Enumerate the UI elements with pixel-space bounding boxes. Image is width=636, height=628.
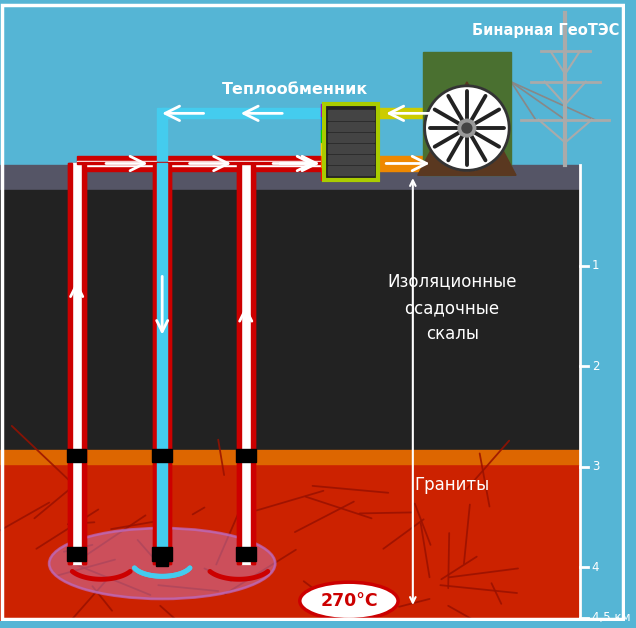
Bar [321, 129, 324, 142]
Bar [77, 163, 324, 165]
Bar [0, 464, 580, 620]
Bar [423, 52, 511, 175]
Bar [67, 547, 86, 561]
Bar [328, 144, 375, 153]
Bar [321, 168, 324, 180]
Bar [0, 165, 580, 190]
Bar [0, 450, 580, 464]
Bar [162, 109, 378, 118]
Text: 4,5 км: 4,5 км [591, 611, 630, 624]
Bar [68, 163, 72, 563]
Text: 270°C: 270°C [320, 592, 378, 610]
Bar [328, 133, 375, 142]
Bar [324, 104, 378, 180]
Bar [321, 116, 324, 129]
Bar [77, 161, 324, 166]
Bar [157, 163, 167, 563]
Bar [328, 111, 375, 119]
Bar [236, 448, 256, 462]
Ellipse shape [49, 528, 275, 599]
Bar [157, 109, 167, 171]
Ellipse shape [300, 582, 398, 620]
Bar [81, 163, 85, 563]
Bar [328, 155, 375, 164]
Bar [324, 104, 378, 180]
Text: 3: 3 [591, 460, 599, 474]
Bar [321, 142, 324, 154]
Bar [153, 547, 172, 561]
Bar [328, 122, 375, 131]
Text: 4: 4 [591, 561, 599, 574]
Bar [153, 163, 157, 563]
Bar [378, 109, 423, 118]
Text: Бинарная ГеоТЭС: Бинарная ГеоТЭС [472, 23, 619, 38]
Bar [167, 163, 171, 563]
Text: Граниты: Граниты [415, 476, 490, 494]
Circle shape [462, 123, 472, 133]
Bar [321, 104, 324, 116]
Bar [67, 448, 86, 462]
Bar [153, 163, 171, 563]
Polygon shape [418, 82, 516, 175]
Bar [77, 156, 324, 171]
Bar [156, 555, 168, 566]
Bar [237, 163, 241, 563]
Bar [378, 156, 423, 171]
Bar [68, 163, 85, 563]
Text: Теплообменник: Теплообменник [222, 82, 368, 97]
Bar [157, 163, 167, 563]
Text: 2: 2 [591, 360, 599, 373]
Text: Изоляционные
осадочные
скалы: Изоляционные осадочные скалы [387, 273, 517, 344]
Bar [241, 163, 251, 563]
Bar [321, 154, 324, 168]
Bar [0, 190, 580, 450]
Bar [153, 448, 172, 462]
Circle shape [425, 86, 509, 170]
Ellipse shape [300, 582, 398, 620]
Bar [237, 163, 254, 563]
Bar [328, 166, 375, 175]
Text: 1: 1 [591, 259, 599, 273]
Bar [236, 547, 256, 561]
Bar [251, 163, 254, 563]
Circle shape [458, 119, 476, 137]
Bar [72, 163, 81, 563]
